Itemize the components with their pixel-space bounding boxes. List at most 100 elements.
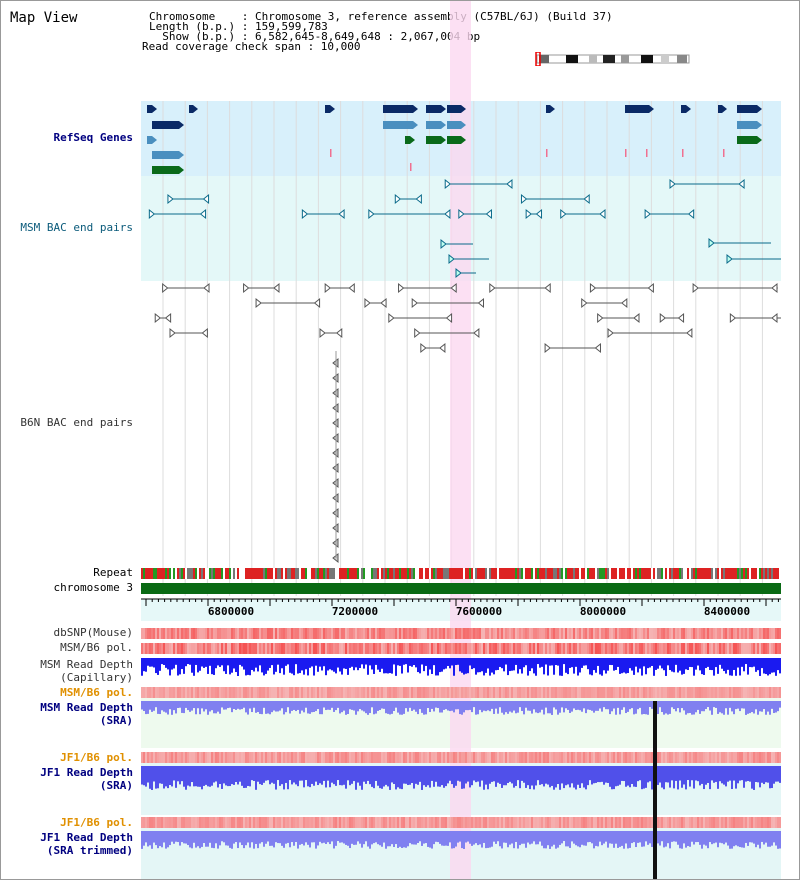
polymorphism-strip: [375, 817, 377, 828]
polymorphism-strip: [437, 687, 439, 698]
read-depth-bar: [493, 701, 495, 714]
read-depth-bar: [691, 766, 693, 781]
track-label-dbsnp[interactable]: dbSNP(Mouse): [53, 626, 133, 639]
read-depth-bar: [453, 701, 455, 713]
track-label-jf1-b6-pol-2[interactable]: JF1/B6 pol.: [60, 816, 133, 829]
read-depth-bar: [171, 766, 173, 787]
read-depth-bar: [183, 766, 185, 787]
read-depth-bar: [471, 701, 473, 713]
read-depth-bar: [487, 766, 489, 790]
bac-end-marker: [364, 297, 371, 309]
polymorphism-strip: [295, 687, 297, 698]
polymorphism-strip: [213, 687, 215, 698]
read-depth-bar: [611, 831, 613, 844]
read-depth-bar: [547, 658, 549, 676]
read-depth-bar: [653, 658, 655, 676]
polymorphism-strip: [439, 643, 441, 654]
read-depth-bar: [165, 831, 167, 849]
read-depth-bar: [277, 766, 279, 781]
read-depth-bar: [483, 701, 485, 711]
read-depth-bar: [649, 658, 651, 668]
polymorphism-strip: [773, 643, 775, 654]
polymorphism-strip: [335, 687, 337, 698]
polymorphism-strip: [671, 628, 673, 639]
refseq-gene: [405, 136, 410, 144]
read-depth-bar: [753, 658, 755, 667]
read-depth-bar: [313, 831, 315, 843]
read-depth-bar: [375, 658, 377, 665]
polymorphism-strip: [289, 752, 291, 763]
read-depth-bar: [445, 701, 447, 710]
polymorphism-strip: [731, 752, 733, 763]
read-depth-bar: [161, 831, 163, 848]
polymorphism-strip: [541, 817, 543, 828]
polymorphism-strip: [697, 643, 699, 654]
read-depth-bar: [201, 658, 203, 667]
polymorphism-strip: [719, 687, 721, 698]
read-depth-bar: [623, 658, 625, 673]
track-label-msm-bac[interactable]: MSM BAC end pairs: [20, 221, 133, 234]
polymorphism-strip: [765, 628, 767, 639]
bac-end-marker: [771, 282, 778, 294]
track-label-jf1-read[interactable]: JF1 Read Depth: [40, 766, 133, 779]
read-depth-bar: [743, 831, 745, 848]
refseq-gene: [737, 121, 757, 129]
read-depth-bar: [633, 701, 635, 715]
polymorphism-strip: [637, 687, 639, 698]
chromosome-ideogram[interactable]: [529, 52, 691, 66]
read-depth-bar: [217, 658, 219, 666]
polymorphism-strip: [451, 628, 453, 639]
gene-strand-arrow: [757, 121, 762, 129]
polymorphism-strip: [191, 687, 193, 698]
track-label-repeat[interactable]: Repeat: [93, 566, 133, 579]
track-label-msm-read-cap[interactable]: MSM Read Depth: [40, 658, 133, 671]
refseq-gene: [546, 105, 550, 113]
polymorphism-strip: [515, 752, 517, 763]
read-depth-bar: [245, 658, 247, 676]
read-depth-bar: [273, 701, 275, 711]
polymorphism-strip: [481, 628, 483, 639]
polymorphism-strip: [271, 752, 273, 763]
track-label-b6n-bac[interactable]: B6N BAC end pairs: [20, 416, 133, 429]
bac-end-marker: [597, 312, 604, 324]
read-depth-bar: [293, 766, 295, 783]
polymorphism-strip: [173, 643, 175, 654]
polymorphism-strip: [475, 643, 477, 654]
repeat-segment: [315, 568, 317, 579]
track-label-jf1-b6-pol[interactable]: JF1/B6 pol.: [60, 751, 133, 764]
read-depth-bar: [301, 766, 303, 781]
refseq-gene: [152, 121, 179, 129]
bac-end-marker: [338, 208, 345, 220]
polymorphism-strip: [705, 687, 707, 698]
polymorphism-strip: [611, 643, 613, 654]
polymorphism-strip: [279, 687, 281, 698]
read-depth-bar: [615, 831, 617, 844]
polymorphism-strip: [293, 643, 295, 654]
read-depth-bar: [433, 701, 435, 712]
repeat-segment: [459, 568, 461, 579]
polymorphism-strip: [563, 752, 565, 763]
read-depth-bar: [493, 831, 495, 842]
bac-end-marker: [243, 282, 250, 294]
repeat-segment: [423, 568, 425, 579]
read-depth-bar: [363, 766, 365, 782]
polymorphism-strip: [725, 628, 727, 639]
track-label-refseq[interactable]: RefSeq Genes: [53, 131, 133, 144]
gene-strand-arrow: [441, 136, 446, 144]
track-label-msm-read-sra[interactable]: MSM Read Depth: [40, 701, 133, 714]
read-depth-bar: [339, 701, 341, 714]
read-depth-bar: [211, 831, 213, 848]
read-depth-bar: [773, 766, 775, 784]
track-label-msm-b6-pol[interactable]: MSM/B6 pol.: [60, 641, 133, 654]
polymorphism-strip: [259, 687, 261, 698]
read-depth-bar: [223, 831, 225, 843]
polymorphism-strip: [583, 643, 585, 654]
repeat-segment: [337, 568, 339, 579]
track-label-msm-b6-pol-sra[interactable]: MSM/B6 pol.: [60, 686, 133, 699]
read-depth-bar: [157, 701, 159, 714]
polymorphism-strip: [745, 817, 747, 828]
polymorphism-strip: [741, 628, 743, 639]
track-label-jf1-trim[interactable]: JF1 Read Depth: [40, 831, 133, 844]
polymorphism-strip: [567, 628, 569, 639]
